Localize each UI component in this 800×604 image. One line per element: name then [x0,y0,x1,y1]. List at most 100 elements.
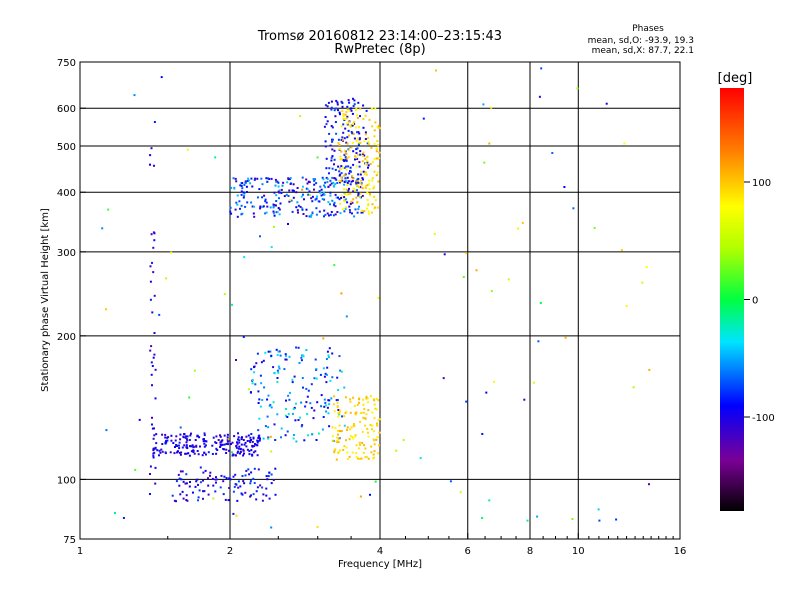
scatter-point [215,476,217,479]
scatter-point [264,351,267,354]
scatter-point [149,280,152,283]
scatter-point [312,417,315,420]
scatter-point [324,181,327,184]
scatter-point [311,195,314,198]
scatter-point [378,431,381,434]
scatter-point [201,454,204,457]
scatter-point [325,157,328,160]
scatter-point [348,172,351,175]
scatter-point [296,209,299,212]
scatter-point [340,150,343,153]
scatter-point [324,104,327,107]
scatter-point [217,439,220,441]
scatter-point [252,477,255,480]
scatter-point [368,118,371,121]
scatter-point [230,212,233,215]
scatter-point [233,435,236,438]
scatter-point [234,483,237,485]
scatter-point [332,403,335,406]
scatter-point [317,432,320,435]
scatter-point [280,427,283,430]
scatter-point [348,109,351,112]
scatter-point [360,183,363,186]
scatter-point [307,389,310,392]
scatter-point [232,490,235,493]
scatter-point [342,158,345,161]
scatter-point [362,104,365,107]
scatter-point [292,183,295,186]
scatter-point [339,202,342,205]
scatter-point [345,188,348,191]
scatter-point [204,444,207,447]
scatter-point [198,436,201,439]
scatter-point [164,436,167,439]
scatter-point [185,499,188,501]
scatter-point [256,352,259,355]
scatter-point [169,451,172,454]
scatter-point [325,167,328,170]
scatter-point [350,131,353,133]
scatter-point [244,181,247,184]
scatter-point [315,207,318,210]
scatter-point [250,368,253,371]
scatter-point [267,177,270,180]
scatter-point [270,354,273,357]
colorbar-tick-label: 100 [752,178,771,189]
scatter-point [153,451,156,454]
scatter-point [276,369,279,372]
scatter-point [211,453,214,455]
scatter-point [220,440,223,443]
scatter-point [345,446,348,449]
scatter-point [178,484,181,487]
scatter-point [234,177,237,180]
scatter-point [287,177,290,180]
scatter-point [335,196,338,199]
scatter-point [347,120,350,123]
scatter-point [346,136,349,139]
scatter-point [328,132,331,135]
scatter-point [343,445,346,448]
scatter-point [345,193,348,196]
scatter-point [185,441,188,444]
scatter-point [158,454,160,457]
scatter-point [374,480,377,483]
scatter-point [174,439,177,442]
scatter-point [277,365,280,368]
scatter-point [348,438,351,441]
scatter-point [276,381,279,384]
scatter-point [356,117,359,119]
scatter-point [347,193,350,196]
scatter-point [152,437,155,440]
scatter-point [367,166,369,169]
scatter-point [333,184,336,187]
scatter-point [236,451,239,454]
scatter-point [341,109,344,112]
scatter-point [327,201,330,204]
scatter-point [289,183,292,185]
scatter-point [247,177,249,180]
scatter-point [346,458,349,461]
scatter-point [358,138,361,141]
scatter-point [331,376,334,379]
scatter-point [343,188,345,191]
scatter-point [264,212,267,215]
scatter-point [337,141,340,144]
scatter-point [280,436,282,439]
scatter-point [150,373,153,376]
scatter-point [373,450,376,453]
scatter-point [236,194,239,197]
scatter-point [250,439,252,441]
scatter-point [334,448,337,451]
scatter-point [152,454,155,457]
scatter-point [352,163,355,166]
scatter-point [355,165,358,168]
scatter-point [346,105,349,108]
scatter-point [238,200,241,203]
scatter-point [373,403,376,406]
y-tick-label: 200 [57,332,76,343]
scatter-point [318,200,321,203]
scatter-point [302,213,305,215]
scatter-point [365,109,368,112]
scatter-point [358,161,361,164]
